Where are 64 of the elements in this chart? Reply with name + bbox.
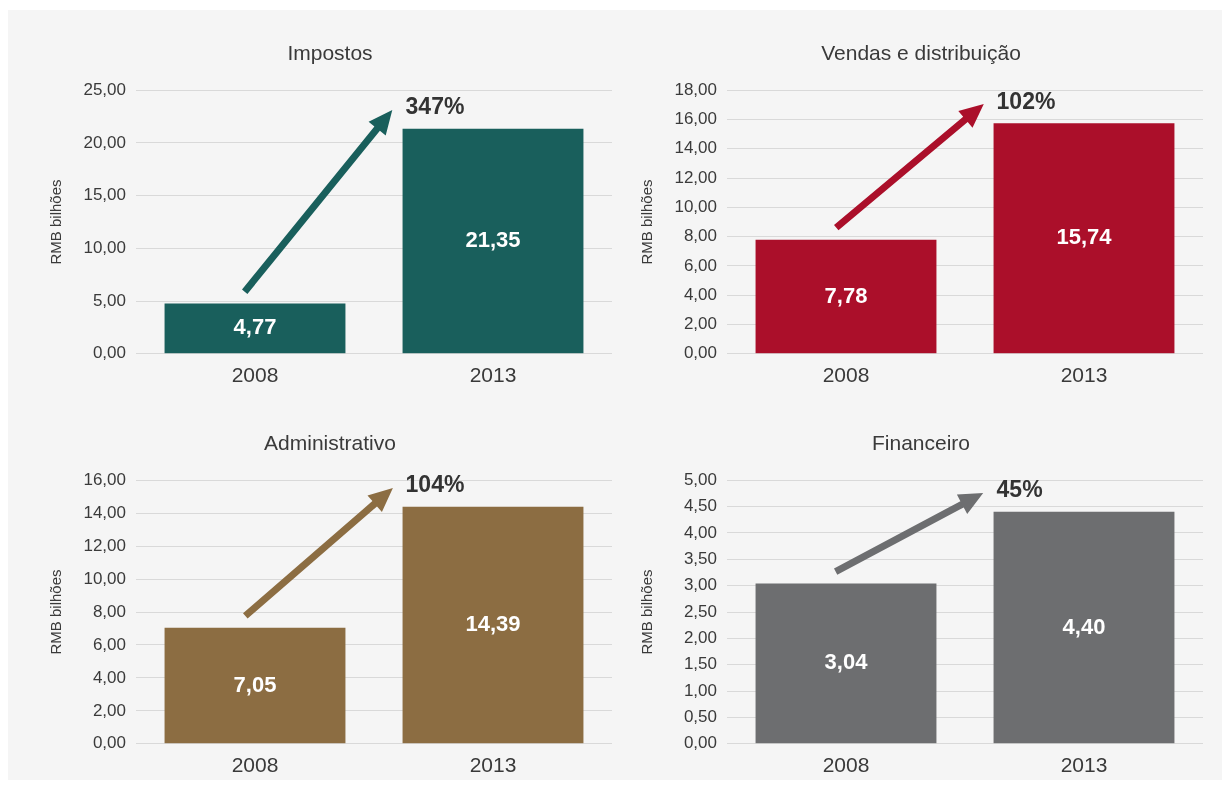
y-tick-label: 3,00	[683, 575, 717, 595]
x-tick-label: 2013	[469, 753, 517, 777]
chart-title: Administrativo	[264, 431, 396, 455]
y-tick-label: 12,00	[83, 535, 126, 555]
annotation: 102%	[996, 87, 1056, 114]
y-tick-label: 14,00	[83, 502, 126, 522]
y-axis-title: RMB bilhões	[47, 179, 65, 265]
y-tick-label: 0,00	[683, 733, 717, 753]
y-tick-label: 2,00	[683, 628, 717, 648]
data-label: 7,78	[824, 282, 868, 308]
y-tick-label: 4,50	[683, 496, 717, 516]
y-tick-label: 4,00	[92, 667, 126, 687]
y-tick-label: 20,00	[83, 132, 126, 152]
y-axis-title: RMB bilhões	[638, 569, 656, 655]
y-tick-label: 2,00	[92, 700, 126, 720]
chart-title: Impostos	[287, 41, 373, 65]
annotation: 347%	[405, 93, 465, 120]
y-tick-label: 16,00	[674, 109, 717, 129]
y-axis-title: RMB bilhões	[47, 569, 65, 655]
y-tick-label: 3,50	[683, 548, 717, 568]
x-tick-label: 2013	[1060, 363, 1108, 387]
x-tick-label: 2008	[231, 363, 279, 387]
y-tick-label: 6,00	[92, 634, 126, 654]
y-tick-label: 18,00	[674, 79, 717, 99]
data-label: 15,74	[1056, 224, 1113, 250]
y-tick-label: 2,50	[683, 601, 717, 621]
x-tick-label: 2008	[822, 753, 870, 777]
y-axis-title: RMB bilhões	[638, 179, 656, 265]
y-tick-label: 0,00	[92, 733, 126, 753]
y-tick-label: 25,00	[83, 79, 126, 99]
y-tick-label: 0,00	[683, 343, 717, 363]
data-label: 7,05	[233, 671, 277, 697]
data-label: 4,77	[233, 314, 277, 340]
y-tick-label: 5,00	[683, 469, 717, 489]
x-tick-label: 2013	[469, 363, 517, 387]
y-tick-label: 10,00	[674, 197, 717, 217]
y-tick-label: 8,00	[683, 226, 717, 246]
data-label: 4,40	[1062, 613, 1106, 639]
y-tick-label: 0,00	[92, 343, 126, 363]
y-tick-label: 4,00	[683, 522, 717, 542]
y-tick-label: 6,00	[683, 255, 717, 275]
y-tick-label: 0,50	[683, 707, 717, 727]
y-tick-label: 8,00	[92, 601, 126, 621]
data-label: 14,39	[465, 611, 521, 637]
y-tick-label: 10,00	[83, 238, 126, 258]
annotation: 45%	[996, 476, 1043, 503]
annotation: 104%	[405, 471, 465, 498]
y-tick-label: 1,00	[683, 680, 717, 700]
x-tick-label: 2008	[231, 753, 279, 777]
x-tick-label: 2013	[1060, 753, 1108, 777]
chart-title: Vendas e distribuição	[821, 41, 1021, 65]
data-label: 3,04	[824, 649, 869, 675]
y-tick-label: 2,00	[683, 314, 717, 334]
y-tick-label: 10,00	[83, 568, 126, 588]
chart-title: Financeiro	[871, 431, 971, 455]
y-tick-label: 4,00	[683, 284, 717, 304]
y-tick-label: 5,00	[92, 290, 126, 310]
data-label: 21,35	[465, 227, 521, 253]
x-tick-label: 2008	[822, 363, 870, 387]
y-tick-label: 16,00	[83, 469, 126, 489]
y-tick-label: 14,00	[674, 138, 717, 158]
y-tick-label: 1,50	[683, 654, 717, 674]
y-tick-label: 15,00	[83, 185, 126, 205]
y-tick-label: 12,00	[674, 167, 717, 187]
